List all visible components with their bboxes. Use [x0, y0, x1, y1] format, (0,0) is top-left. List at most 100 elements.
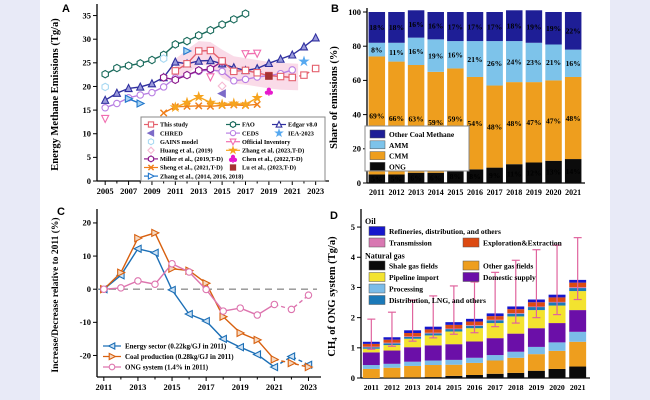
svg-text:8%: 8% — [469, 172, 480, 181]
svg-text:16%: 16% — [428, 21, 443, 30]
svg-text:2014: 2014 — [425, 383, 441, 392]
svg-text:Coal production (0.28kg/GJ in: Coal production (0.28kg/GJ in 2011) — [125, 353, 234, 361]
svg-text:2015: 2015 — [446, 383, 462, 392]
panel-C-axes: -20 -10 0 10 20 2011 2013 2015 2017 2019 2021 2023 I… — [50, 209, 321, 392]
svg-text:Lu et al., (2023,T-D): Lu et al., (2023,T-D) — [242, 165, 296, 172]
svg-text:Exploration&Extraction: Exploration&Extraction — [483, 239, 563, 248]
svg-text:3: 3 — [351, 282, 355, 292]
series-huang — [217, 81, 227, 91]
panel-a-legend: This study FAO Edgar v8.0 CHRED CEDS IEA-2023… — [140, 116, 326, 182]
svg-text:16%: 16% — [448, 51, 463, 60]
svg-text:0: 0 — [357, 178, 361, 188]
svg-text:CEDS: CEDS — [242, 130, 259, 137]
svg-text:-10: -10 — [80, 317, 91, 327]
svg-text:2015: 2015 — [447, 188, 463, 197]
svg-text:10: 10 — [83, 251, 92, 261]
svg-text:16%: 16% — [566, 59, 581, 68]
segment-shale-gas-fields — [445, 375, 463, 378]
segment-processing — [527, 346, 545, 355]
svg-text:2015: 2015 — [214, 186, 231, 196]
svg-text:ONG: ONG — [389, 162, 406, 171]
svg-text:18%: 18% — [369, 23, 384, 32]
svg-text:11%: 11% — [389, 48, 404, 57]
segment-amm — [466, 41, 484, 77]
segment-amm — [427, 39, 444, 72]
svg-text:22%: 22% — [566, 27, 581, 36]
svg-text:63%: 63% — [408, 115, 423, 124]
svg-text:2021: 2021 — [570, 383, 586, 392]
svg-text:48%: 48% — [566, 114, 581, 123]
svg-text:14%: 14% — [566, 167, 581, 176]
svg-text:23%: 23% — [526, 58, 541, 67]
bar-2020: 13% 47% 21% 19% — [545, 12, 562, 183]
svg-text:2009: 2009 — [143, 186, 160, 196]
segment-domestic-supply — [383, 350, 401, 364]
svg-text:CH4 of ONG system (Tg/a): CH4 of ONG system (Tg/a) — [327, 236, 339, 357]
segment-other-gas-fields — [569, 341, 587, 367]
svg-text:13%: 13% — [546, 168, 561, 177]
segment-other-gas-fields — [404, 365, 422, 378]
svg-text:5: 5 — [87, 152, 91, 162]
segment-processing — [548, 342, 566, 351]
svg-text:Shale gas fields: Shale gas fields — [389, 262, 438, 271]
svg-text:69%: 69% — [369, 111, 384, 120]
segment-other-gas-fields — [362, 368, 380, 378]
segment-ong — [525, 162, 543, 183]
svg-text:48%: 48% — [507, 119, 522, 128]
svg-text:Edgar v8.0: Edgar v8.0 — [288, 122, 317, 129]
segment-pipeline-import — [404, 338, 422, 348]
svg-text:66%: 66% — [389, 114, 404, 123]
svg-text:2023: 2023 — [300, 382, 317, 392]
segment-pipeline-import — [424, 335, 442, 346]
svg-text:Oil: Oil — [365, 217, 376, 226]
svg-text:Miller et al., (2019,T-D): Miller et al., (2019,T-D) — [160, 156, 223, 163]
svg-text:12%: 12% — [526, 169, 541, 178]
segment-shale-gas-fields — [507, 372, 525, 378]
panel-label-c: C — [57, 206, 65, 218]
svg-text:16%: 16% — [408, 47, 423, 56]
panel-a-line-chart: 0 5 10 15 20 25 30 35 2005 2007 2009 2011 2013 2015 20… — [50, 4, 329, 196]
svg-text:2023: 2023 — [307, 186, 324, 196]
svg-text:80: 80 — [353, 41, 362, 51]
svg-text:17%: 17% — [487, 22, 502, 31]
segment-amm — [486, 41, 503, 86]
svg-text:0: 0 — [351, 373, 355, 383]
segment-other-gas-fields — [424, 365, 442, 378]
segment-other-gas-fields — [507, 357, 525, 373]
segment-other-coal-methane — [427, 12, 444, 40]
segment-amm — [407, 37, 425, 66]
svg-text:2011: 2011 — [364, 383, 379, 392]
svg-text:2013: 2013 — [405, 383, 421, 392]
svg-text:19%: 19% — [428, 51, 443, 60]
svg-text:2020: 2020 — [549, 383, 565, 392]
bar-2018: 11% 48% 24% 18% — [506, 10, 523, 183]
segment-other-coal-methane — [486, 12, 503, 42]
segment-shale-gas-fields — [486, 373, 504, 378]
segment-domestic-supply — [548, 323, 566, 343]
svg-text:2011: 2011 — [96, 382, 113, 392]
svg-text:Increase/Decrease relative to: Increase/Decrease relative to 2011 (%) — [50, 217, 61, 372]
svg-text:20: 20 — [83, 81, 92, 91]
svg-text:30: 30 — [83, 34, 92, 44]
svg-text:2005: 2005 — [97, 186, 114, 196]
svg-text:This study: This study — [160, 122, 189, 129]
svg-text:9%: 9% — [489, 171, 500, 180]
segment-pipeline-import — [486, 323, 504, 339]
error-bars — [367, 237, 582, 350]
segment-processing — [383, 363, 401, 368]
svg-text:Processing: Processing — [389, 285, 423, 294]
segment-other-coal-methane — [368, 12, 386, 43]
svg-text:0: 0 — [87, 176, 91, 186]
svg-text:2017: 2017 — [487, 383, 503, 392]
segment-domestic-supply — [486, 338, 504, 356]
svg-text:17%: 17% — [448, 22, 463, 31]
segment-domestic-supply — [527, 328, 545, 347]
segment-amm — [506, 41, 523, 83]
svg-text:26%: 26% — [487, 59, 502, 68]
segment-shale-gas-fields — [466, 374, 483, 378]
series-ong — [100, 259, 313, 319]
svg-text:Official Inventory: Official Inventory — [242, 139, 291, 146]
